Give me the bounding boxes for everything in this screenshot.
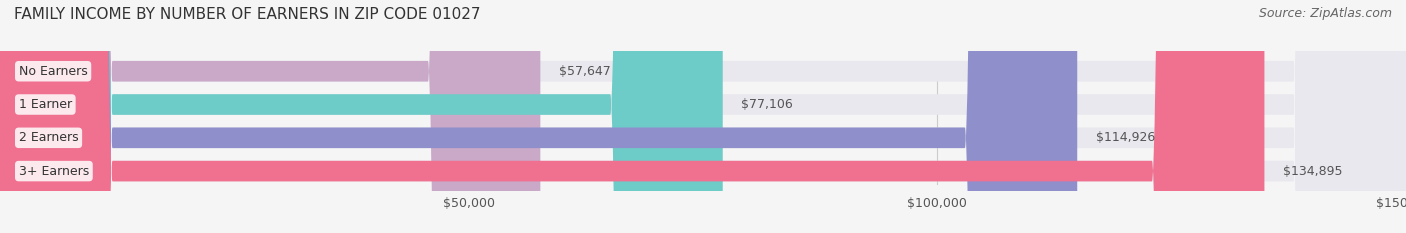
Text: $57,647: $57,647 xyxy=(560,65,610,78)
Text: 3+ Earners: 3+ Earners xyxy=(18,164,89,178)
FancyBboxPatch shape xyxy=(0,0,723,233)
Text: Source: ZipAtlas.com: Source: ZipAtlas.com xyxy=(1258,7,1392,20)
FancyBboxPatch shape xyxy=(0,0,1264,233)
Text: FAMILY INCOME BY NUMBER OF EARNERS IN ZIP CODE 01027: FAMILY INCOME BY NUMBER OF EARNERS IN ZI… xyxy=(14,7,481,22)
Text: $77,106: $77,106 xyxy=(741,98,793,111)
Text: No Earners: No Earners xyxy=(18,65,87,78)
FancyBboxPatch shape xyxy=(0,0,1077,233)
Text: 2 Earners: 2 Earners xyxy=(18,131,79,144)
Text: $134,895: $134,895 xyxy=(1284,164,1343,178)
FancyBboxPatch shape xyxy=(0,0,540,233)
Text: 1 Earner: 1 Earner xyxy=(18,98,72,111)
Text: $114,926: $114,926 xyxy=(1097,131,1156,144)
